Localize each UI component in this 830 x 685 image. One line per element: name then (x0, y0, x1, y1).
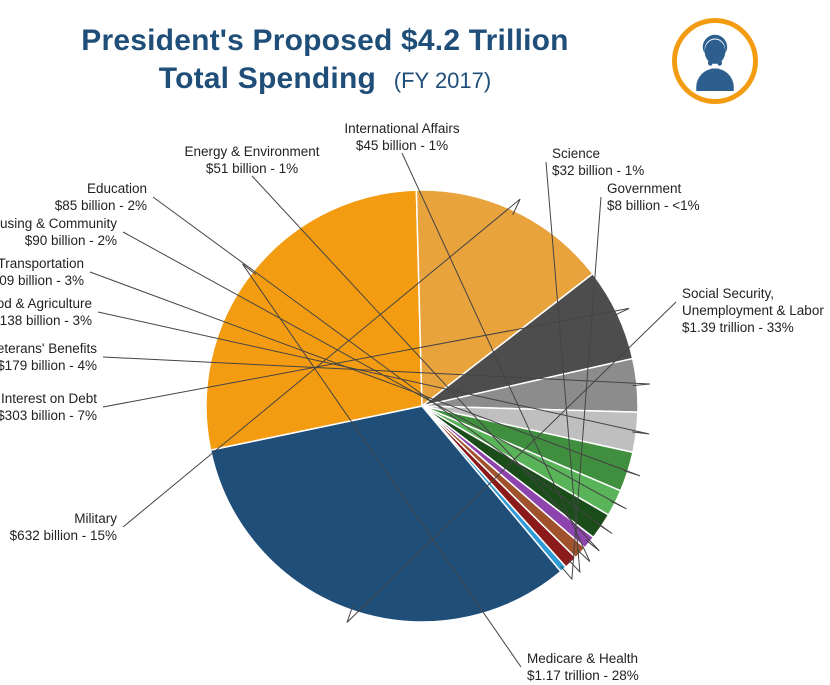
slice-label: Veterans' Benefits$179 billion - 4% (0, 341, 97, 375)
chart-root: President's Proposed $4.2 Trillion Total… (0, 0, 830, 685)
pie-slice (206, 190, 422, 450)
title-block: President's Proposed $4.2 Trillion Total… (40, 22, 610, 97)
slice-category: Science (552, 146, 737, 163)
slice-value: $303 billion - 7% (0, 408, 97, 425)
slice-value: $32 billion - 1% (552, 163, 737, 180)
slice-category: Military (0, 511, 117, 528)
slice-value: $1.39 trillion - 33% (682, 320, 830, 337)
slice-label: Housing & Community$90 billion - 2% (0, 216, 117, 250)
slice-label: Medicare & Health$1.17 trillion - 28% (527, 651, 712, 685)
slice-label: International Affairs$45 billion - 1% (310, 121, 495, 155)
slice-value: $109 billion - 3% (0, 273, 84, 290)
slice-value: $45 billion - 1% (310, 138, 495, 155)
slice-category: Social Security, Unemployment & Labor (682, 286, 830, 320)
slice-value: $138 billion - 3% (0, 313, 92, 330)
slice-label: Military$632 billion - 15% (0, 511, 117, 545)
slice-category: Medicare & Health (527, 651, 712, 668)
slice-label: Government$8 billion - <1% (607, 181, 792, 215)
slice-category: Food & Agriculture (0, 296, 92, 313)
title-line2: Total Spending (FY 2017) (40, 60, 610, 98)
slice-label: Interest on Debt$303 billion - 7% (0, 391, 97, 425)
title-line2-sub: (FY 2017) (394, 68, 491, 93)
slice-category: Veterans' Benefits (0, 341, 97, 358)
president-avatar (672, 18, 758, 104)
slice-value: $85 billion - 2% (0, 198, 147, 215)
title-line1: President's Proposed $4.2 Trillion (40, 22, 610, 60)
title-line2-main: Total Spending (159, 62, 376, 95)
slice-value: $8 billion - <1% (607, 198, 792, 215)
slice-category: Housing & Community (0, 216, 117, 233)
pie-stage: Social Security, Unemployment & Labor$1.… (0, 100, 830, 685)
slice-category: Transportation (0, 256, 84, 273)
slice-value: $1.17 trillion - 28% (527, 668, 712, 685)
slice-value: $51 billion - 1% (160, 161, 345, 178)
slice-label: Social Security, Unemployment & Labor$1.… (682, 286, 830, 337)
slice-category: Government (607, 181, 792, 198)
president-portrait-icon (685, 31, 745, 91)
slice-label: Transportation$109 billion - 3% (0, 256, 84, 290)
slice-category: International Affairs (310, 121, 495, 138)
slice-label: Education$85 billion - 2% (0, 181, 147, 215)
slice-value: $90 billion - 2% (0, 233, 117, 250)
slice-category: Interest on Debt (0, 391, 97, 408)
slice-category: Education (0, 181, 147, 198)
slice-label: Food & Agriculture$138 billion - 3% (0, 296, 92, 330)
slice-value: $632 billion - 15% (0, 528, 117, 545)
slice-value: $179 billion - 4% (0, 358, 97, 375)
slice-label: Science$32 billion - 1% (552, 146, 737, 180)
